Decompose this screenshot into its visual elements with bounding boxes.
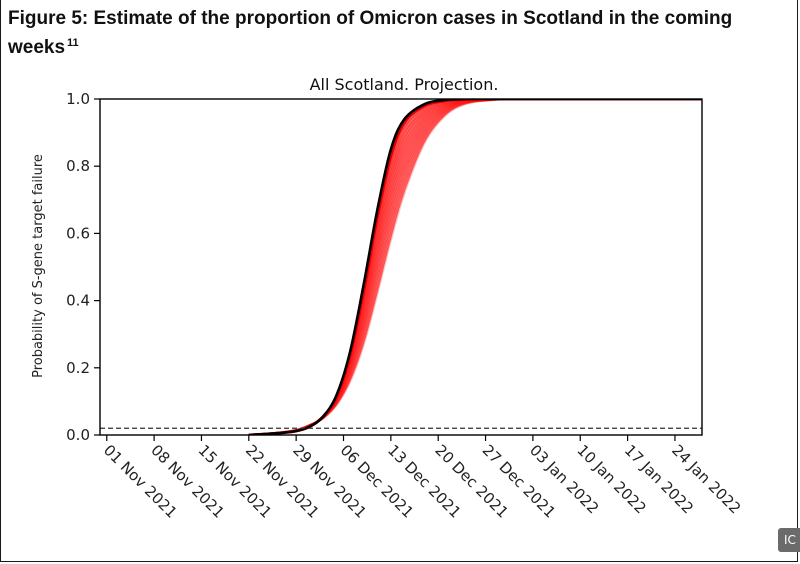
projection-line-14: [248, 99, 702, 435]
projection-line-2: [248, 99, 702, 435]
y-tick-label-0: 0.0: [66, 426, 90, 444]
plot-series: [248, 99, 702, 435]
y-axis-label: Probability of S-gene target failure: [31, 154, 46, 378]
projection-line-10: [248, 99, 702, 435]
figure-title: Figure 5: Estimate of the proportion of …: [8, 6, 788, 60]
projection-line-11: [248, 99, 702, 435]
y-tick-label-2: 0.4: [66, 292, 90, 310]
projection-line-1: [248, 99, 702, 435]
y-tick-label-5: 1.0: [66, 90, 90, 108]
projection-line-5: [248, 99, 702, 435]
chart-title: All Scotland. Projection.: [310, 75, 499, 94]
projection-line-9: [248, 99, 702, 435]
projection-line-7: [248, 99, 702, 435]
corner-badge[interactable]: IC: [778, 528, 800, 552]
y-tick-label-4: 0.8: [66, 157, 90, 175]
projection-band: [248, 99, 702, 435]
projection-line-6: [248, 99, 702, 435]
footnote-reference: 11: [67, 37, 79, 49]
plot-area: [100, 99, 702, 435]
projection-line-8: [248, 99, 702, 435]
central-estimate-line: [248, 99, 702, 435]
projection-line-12: [248, 99, 702, 435]
figure-title-text: Figure 5: Estimate of the proportion of …: [8, 8, 733, 58]
y-tick-label-3: 0.6: [66, 224, 90, 242]
y-tick-label-1: 0.2: [66, 359, 90, 377]
projection-line-13: [248, 99, 702, 435]
projection-line-4: [248, 99, 702, 435]
plot-frame: [99, 98, 703, 436]
projection-line-3: [248, 99, 702, 435]
projection-line-0: [248, 99, 702, 435]
projection-upper-line: [248, 99, 702, 435]
